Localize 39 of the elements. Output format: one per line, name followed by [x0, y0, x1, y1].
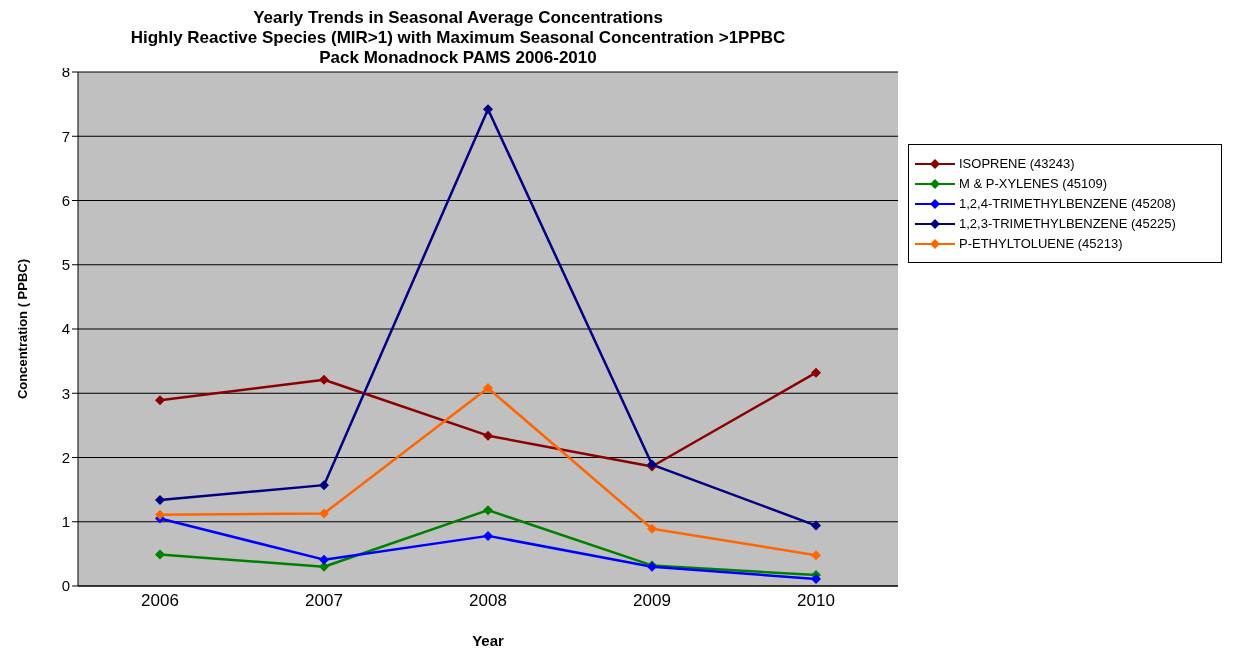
point	[483, 430, 493, 441]
y-tick-label: 7	[61, 127, 70, 145]
point	[811, 550, 821, 561]
y-tick-label: 3	[61, 384, 70, 402]
x-tick-label: 2007	[305, 591, 343, 611]
x-tick-label: 2010	[797, 591, 835, 611]
y-tick-label: 0	[61, 577, 70, 595]
point	[319, 508, 329, 519]
point	[483, 104, 493, 115]
chart-subtitle: Highly Reactive Species (MIR>1) with Maximum Seasonal Concentration >1PPBC Pack Monadnock PAMS 2006-2010	[129, 28, 787, 67]
y-tick-label: 2	[61, 448, 70, 466]
x-tick-label: 2009	[633, 591, 671, 611]
point	[155, 494, 165, 505]
point	[155, 395, 165, 406]
legend-label: M & P-XYLENES (45109)	[959, 176, 1109, 191]
legend-label: 1,2,4-TRIMETHYLBENZENE (45208)	[959, 196, 1177, 211]
y-tick-label: 4	[61, 320, 70, 338]
y-tick-label: 5	[61, 256, 70, 274]
point	[483, 383, 493, 394]
point	[155, 549, 165, 560]
x-tick-label: 2006	[141, 591, 179, 611]
point	[319, 374, 329, 385]
point	[483, 530, 493, 541]
legend-label: ISOPRENE (43243)	[959, 156, 1076, 171]
chart-title: Yearly Trends in Seasonal Average Concentrations	[252, 8, 664, 28]
x-axis-title: Year	[472, 632, 505, 649]
y-tick-label: 6	[61, 191, 70, 209]
point	[319, 480, 329, 491]
point	[811, 520, 821, 531]
point	[155, 509, 165, 520]
x-tick-label: 2008	[469, 591, 507, 611]
legend-label: 1,2,3-TRIMETHYLBENZENE (45225)	[959, 216, 1177, 231]
point	[811, 367, 821, 378]
point	[483, 505, 493, 516]
legend-label: P-ETHYLTOLUENE (45213)	[959, 236, 1124, 251]
y-axis-title: Concentration ( PPBC)	[14, 258, 30, 400]
point	[319, 554, 329, 565]
point	[647, 523, 657, 534]
y-tick-label: 1	[61, 513, 70, 531]
